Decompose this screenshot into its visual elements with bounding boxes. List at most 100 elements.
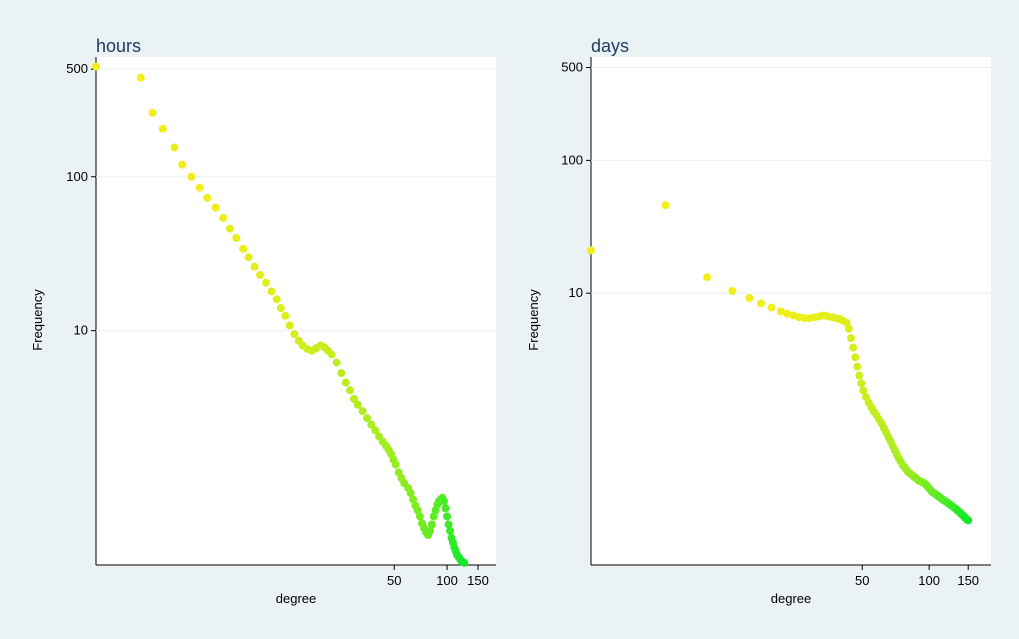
data-point [350, 394, 359, 403]
data-point [853, 362, 862, 371]
data-point [429, 512, 438, 521]
data-point [409, 495, 418, 504]
data-point [783, 309, 792, 318]
x-axis-days: 50 100 150 [591, 564, 991, 588]
data-point [281, 311, 290, 320]
y-tick-label: 500 [66, 61, 88, 76]
data-point [855, 371, 864, 380]
data-point [187, 172, 196, 181]
data-point [290, 330, 299, 339]
x-ticks-hours: 50 100 150 [387, 565, 489, 588]
data-point [226, 224, 235, 233]
y-tick-label: 100 [561, 152, 583, 167]
data-point [367, 420, 376, 429]
data-point [757, 299, 766, 308]
data-point [413, 506, 422, 515]
y-axis-hours: 10 100 500 [66, 57, 97, 565]
y-tick-label: 10 [569, 285, 583, 300]
panel-days: days 10 100 500 50 100 150 Frequency degree [526, 36, 991, 606]
x-axis-hours: 50 100 150 [96, 564, 496, 588]
data-point [844, 324, 853, 333]
points-hours [92, 62, 469, 567]
x-axis-label-hours: degree [276, 591, 316, 606]
y-axis-days: 10 100 500 [561, 57, 592, 565]
x-tick-label: 150 [467, 573, 489, 588]
data-point [170, 143, 179, 152]
data-point [195, 183, 204, 192]
data-point [415, 512, 424, 521]
data-point [426, 526, 435, 535]
data-point [857, 379, 866, 388]
x-tick-label: 150 [957, 573, 979, 588]
data-point [272, 295, 281, 304]
plot-area-hours [96, 57, 496, 565]
x-ticks-days: 50 100 150 [855, 565, 979, 588]
data-point [587, 246, 595, 255]
data-point [703, 273, 712, 282]
data-point [358, 407, 367, 416]
y-ticks-days: 10 100 500 [561, 60, 591, 300]
points-days [587, 201, 973, 525]
data-point [232, 233, 241, 242]
data-point [353, 400, 362, 409]
x-tick-label: 50 [387, 573, 401, 588]
y-tick-label: 10 [74, 323, 88, 338]
data-point [92, 62, 100, 71]
panel-title-hours: hours [96, 36, 141, 56]
y-ticks-hours: 10 100 500 [66, 61, 96, 338]
data-point [276, 304, 285, 313]
data-point [285, 321, 294, 330]
data-point [203, 193, 212, 202]
data-point [406, 489, 415, 498]
data-point [250, 262, 259, 271]
panel-title-days: days [591, 36, 629, 56]
data-point [346, 386, 355, 395]
data-point [849, 343, 858, 352]
data-point [728, 286, 737, 295]
data-point [371, 426, 380, 435]
data-point [363, 414, 372, 423]
data-point [441, 504, 450, 513]
data-point [745, 294, 754, 303]
data-point [661, 201, 670, 210]
y-tick-label: 500 [561, 60, 583, 75]
data-point [219, 213, 228, 222]
data-point [443, 512, 452, 521]
data-point [391, 460, 400, 469]
data-point [337, 369, 346, 378]
data-point [460, 558, 469, 567]
x-axis-label-days: degree [771, 591, 811, 606]
data-point [444, 520, 453, 529]
y-tick-label: 100 [66, 169, 88, 184]
data-point [327, 350, 336, 359]
data-point [262, 278, 271, 287]
x-tick-label: 100 [918, 573, 940, 588]
data-point [842, 318, 851, 327]
data-point [859, 386, 868, 395]
data-point [851, 353, 860, 362]
data-point [446, 526, 455, 535]
data-point [244, 253, 253, 262]
data-point [964, 516, 973, 525]
y-axis-label-hours: Frequency [30, 289, 45, 351]
panel-hours: hours 10 100 500 50 100 150 Frequency degree [30, 36, 496, 606]
data-point [158, 124, 167, 133]
y-axis-label-days: Frequency [526, 289, 541, 351]
data-point [211, 203, 220, 212]
data-point [178, 160, 187, 169]
data-point [439, 497, 448, 506]
data-point [267, 287, 276, 296]
data-point [256, 270, 265, 279]
data-point [847, 334, 856, 343]
data-point [332, 358, 341, 367]
x-tick-label: 100 [436, 573, 458, 588]
x-tick-label: 50 [855, 573, 869, 588]
data-point [239, 244, 248, 253]
data-point [776, 307, 785, 316]
data-point [136, 73, 145, 82]
grid-days [591, 67, 991, 294]
data-point [341, 378, 350, 387]
data-point [427, 520, 436, 529]
data-point [148, 108, 157, 117]
